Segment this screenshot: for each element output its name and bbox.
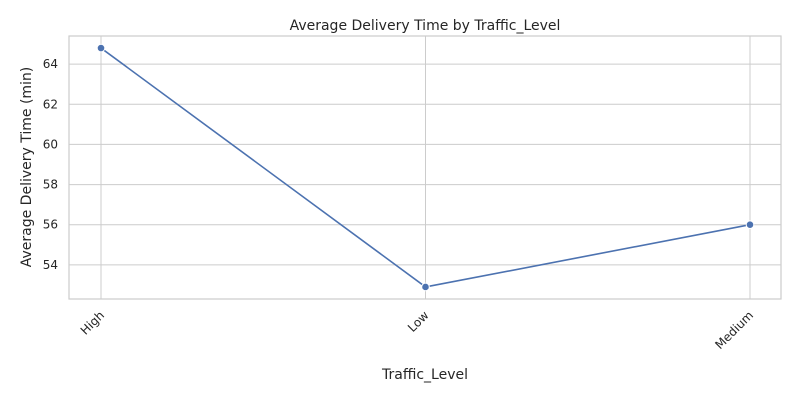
- plot-area-frame: [68, 35, 782, 300]
- y-tick-label: 64: [43, 57, 58, 71]
- data-point: [421, 282, 430, 292]
- y-tick-label: 54: [43, 258, 58, 272]
- y-tick-label: 56: [43, 218, 58, 232]
- y-axis-ticks: 54 56 58 60 62 64: [43, 57, 58, 272]
- gridlines: [69, 36, 781, 299]
- chart-title: Average Delivery Time by Traffic_Level: [290, 18, 561, 34]
- series-layer: [96, 43, 755, 292]
- y-axis-label: Average Delivery Time (min): [19, 67, 35, 268]
- y-tick-label: 58: [43, 178, 58, 192]
- data-point: [96, 43, 106, 53]
- x-tick-label: Medium: [712, 308, 756, 352]
- data-point: [745, 220, 755, 230]
- x-axis-label: Traffic_Level: [381, 367, 468, 383]
- x-tick-label: Low: [405, 308, 432, 335]
- y-tick-label: 60: [43, 137, 58, 151]
- x-axis-ticks: High Low Medium: [78, 308, 756, 352]
- x-tick-label: High: [78, 308, 107, 337]
- y-tick-label: 62: [43, 97, 58, 111]
